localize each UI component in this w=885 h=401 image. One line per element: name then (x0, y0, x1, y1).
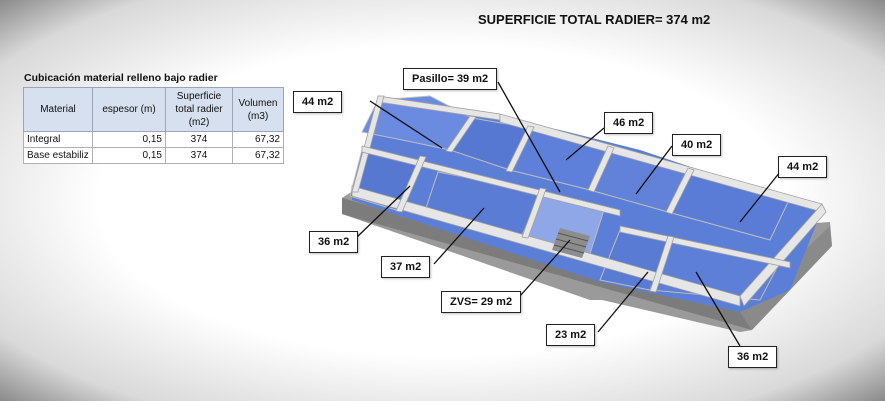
leader-46 (565, 127, 605, 161)
leader-pasillo (497, 81, 561, 193)
wall-div-1 (445, 115, 477, 153)
wall-lower (619, 225, 791, 269)
leader-44-left (369, 100, 443, 149)
header-material: Material (23, 87, 93, 132)
table-header-row: Material espesor (m) Superficie total ra… (23, 87, 284, 132)
label-23: 23 m2 (546, 324, 596, 346)
wall-div-3 (587, 145, 615, 193)
cell-superficie: 374 (165, 147, 233, 164)
wall-div-6 (521, 187, 547, 239)
cell-material: Integral (23, 131, 93, 148)
table-row: Integral 0,15 374 67,32 (23, 131, 284, 148)
label-36-bottom: 36 m2 (728, 346, 778, 368)
wall-div-2 (505, 125, 535, 173)
cell-volumen: 67,32 (232, 147, 284, 164)
stair-icon (552, 228, 590, 258)
cell-espesor: 0,15 (92, 147, 166, 164)
header-volumen: Volumen (m3) (232, 87, 284, 132)
leader-zvs (519, 239, 571, 297)
leader-lines (355, 81, 781, 347)
cell-volumen: 67,32 (232, 131, 284, 148)
label-36-left: 36 m2 (309, 231, 359, 253)
cubication-table: Material espesor (m) Superficie total ra… (23, 87, 284, 164)
wall-mid (361, 145, 621, 217)
label-pasillo: Pasillo= 39 m2 (403, 68, 498, 90)
wall-set (351, 95, 827, 307)
leader-23 (597, 271, 649, 333)
table-caption: Cubicación material relleno bajo radier (24, 72, 218, 84)
wall-left (351, 95, 385, 193)
label-44-left: 44 m2 (293, 91, 343, 113)
wall-div-4 (665, 167, 695, 215)
leader-36-left (355, 185, 411, 239)
wall-div-7 (649, 235, 675, 293)
leader-37 (433, 207, 485, 265)
wall-front (351, 185, 741, 307)
label-46: 46 m2 (604, 112, 654, 134)
cell-material: Base estabiliz (23, 147, 93, 164)
label-zvs: ZVS= 29 m2 (441, 291, 522, 313)
header-espesor: espesor (m) (92, 87, 166, 132)
header-superficie: Superficie total radier (m2) (165, 87, 233, 132)
table-row: Base estabiliz 0,15 374 67,32 (23, 147, 284, 164)
cell-espesor: 0,15 (92, 131, 166, 148)
leader-36-bottom (695, 271, 741, 347)
label-40: 40 m2 (672, 134, 722, 156)
wall-right (739, 203, 827, 307)
leader-40 (635, 145, 673, 195)
label-37: 37 m2 (381, 256, 431, 278)
label-44-right: 44 m2 (778, 156, 828, 178)
leader-44-right (739, 171, 781, 223)
total-area-title: SUPERFICIE TOTAL RADIER= 374 m2 (478, 12, 711, 27)
